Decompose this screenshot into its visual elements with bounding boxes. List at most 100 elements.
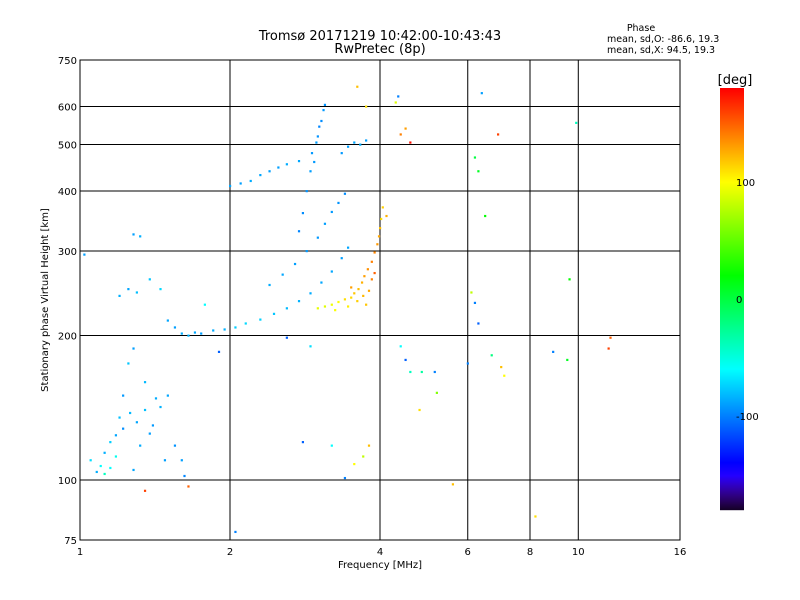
data-point [272,312,276,315]
data-point [343,192,347,195]
colorbar-band [720,297,744,299]
colorbar-band [720,137,744,139]
colorbar-band [720,185,744,187]
x-tick-label: 1 [77,547,83,558]
x-tick-label: 16 [674,547,687,558]
data-point [365,139,368,142]
colorbar-band [720,238,744,240]
colorbar-band [720,301,744,303]
colorbar-band [720,505,744,507]
colorbar-band [720,232,744,234]
colorbar-band [720,99,744,101]
colorbar-band [720,298,744,300]
data-point [323,222,327,225]
colorbar-band [720,155,744,157]
data-point [367,444,371,447]
colorbar-band [720,89,744,91]
colorbar-band [720,230,744,232]
colorbar-band [720,191,744,193]
colorbar-band [720,146,744,148]
colorbar-band [720,208,744,210]
colorbar-band [720,483,744,485]
data-point [180,332,183,335]
colorbar-band [720,349,744,351]
colorbar-band [720,118,744,120]
colorbar-band [720,129,744,131]
data-point [154,397,158,400]
colorbar-band [720,416,744,418]
colorbar-band [720,356,744,358]
data-point [309,170,312,173]
colorbar-band [720,148,744,150]
colorbar-band [720,236,744,238]
colorbar-band [720,253,744,255]
colorbar-band [720,379,744,381]
colorbar-tick-label: 100 [736,178,755,189]
colorbar-band [720,105,744,107]
colorbar-band [720,446,744,448]
y-tick-label: 300 [58,247,77,258]
colorbar-band [720,133,744,135]
colorbar-band [720,107,744,109]
colorbar-band [720,98,744,100]
data-point [323,305,327,308]
data-point [484,214,487,218]
colorbar-band [720,423,744,425]
data-point [399,345,402,348]
data-point [330,303,333,306]
colorbar-band [720,180,744,182]
colorbar-band [720,267,744,269]
colorbar-band [720,245,744,247]
data-point [477,170,480,173]
colorbar-band [720,344,744,346]
data-point [234,530,237,534]
colorbar-band [720,399,744,401]
colorbar-band [720,184,744,186]
colorbar-band [720,256,744,258]
colorbar-band [720,249,744,251]
colorbar-band [720,440,744,442]
colorbar-band [720,170,744,172]
colorbar-band [720,361,744,363]
colorbar-band [720,355,744,357]
colorbar-band [720,441,744,443]
colorbar-band [720,495,744,497]
colorbar-band [720,186,744,188]
data-point [200,332,203,335]
colorbar-band [720,94,744,96]
colorbar-band [720,177,744,179]
data-point [379,227,382,230]
colorbar-band [720,406,744,408]
data-point [118,416,121,419]
data-point [359,143,362,146]
colorbar-band [720,153,744,155]
colorbar-band [720,255,744,257]
colorbar-band [720,277,744,279]
colorbar-band [720,393,744,395]
colorbar-band [720,437,744,439]
colorbar-band [720,383,744,385]
data-point [340,257,343,260]
data-point [357,288,360,291]
data-point [370,278,373,281]
colorbar-band [720,194,744,196]
colorbar-band [720,460,744,462]
colorbar-band [720,498,744,500]
stats-heading: Phase [627,23,656,34]
data-point [293,262,297,266]
stats-x-line: mean, sd,X: 94.5, 19.3 [607,45,715,56]
data-point [473,156,477,159]
colorbar-band [720,491,744,493]
data-point [500,365,503,369]
colorbar-band [720,444,744,446]
colorbar-band [720,151,744,153]
colorbar-band [720,275,744,277]
data-point [285,336,288,339]
colorbar-band [720,381,744,383]
colorbar-band [720,389,744,391]
colorbar-band [720,395,744,397]
colorbar-band [720,279,744,281]
x-tick-label: 8 [527,547,533,558]
colorbar-band [720,93,744,95]
data-point [490,354,493,357]
